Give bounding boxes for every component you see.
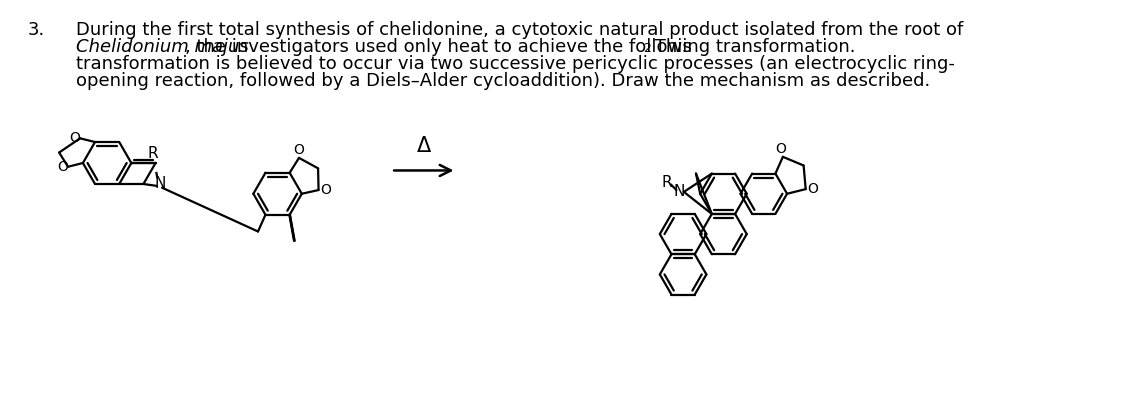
Text: O: O xyxy=(321,183,331,197)
Text: O: O xyxy=(775,142,786,156)
Text: R: R xyxy=(662,175,672,190)
Text: O: O xyxy=(808,182,818,196)
Text: R: R xyxy=(147,146,158,161)
Text: , the investigators used only heat to achieve the following transformation.: , the investigators used only heat to ac… xyxy=(185,38,855,56)
Text: During the first total synthesis of chelidonine, a cytotoxic natural product iso: During the first total synthesis of chel… xyxy=(77,22,964,40)
Text: N: N xyxy=(155,177,166,191)
Text: N: N xyxy=(673,184,685,200)
Text: opening reaction, followed by a Diels–Alder cycloaddition). Draw the mechanism a: opening reaction, followed by a Diels–Al… xyxy=(77,72,931,90)
Text: O: O xyxy=(69,131,80,145)
Text: Chelidonium majus: Chelidonium majus xyxy=(77,38,249,56)
Text: This: This xyxy=(650,38,693,56)
Text: 2: 2 xyxy=(643,42,651,55)
Text: 3.: 3. xyxy=(28,22,45,40)
Text: O: O xyxy=(56,160,68,174)
Text: Δ: Δ xyxy=(417,135,431,155)
Text: O: O xyxy=(294,144,304,157)
Text: transformation is believed to occur via two successive pericyclic processes (an : transformation is believed to occur via … xyxy=(77,55,955,73)
